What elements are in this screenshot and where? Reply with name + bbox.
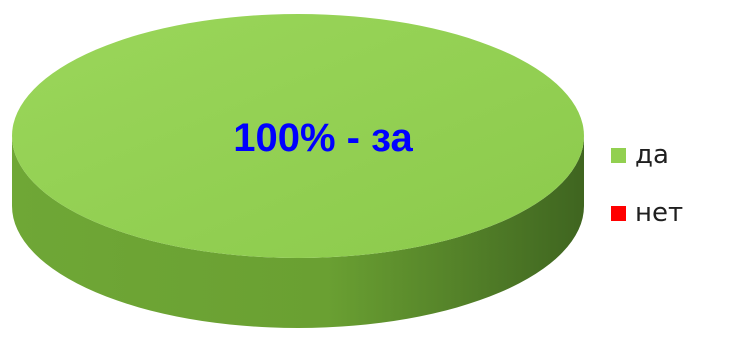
legend-label-da: да [635, 140, 669, 170]
legend-swatch-net [611, 206, 626, 221]
legend-item-da: да [611, 140, 669, 170]
pie-slice-da [12, 14, 584, 258]
legend: да нет [611, 140, 683, 228]
pie-slice-side [12, 136, 584, 328]
data-label: 100% - за [233, 116, 413, 160]
legend-label-net: нет [635, 198, 683, 228]
legend-item-net: нет [611, 198, 683, 228]
legend-swatch-da [611, 148, 626, 163]
